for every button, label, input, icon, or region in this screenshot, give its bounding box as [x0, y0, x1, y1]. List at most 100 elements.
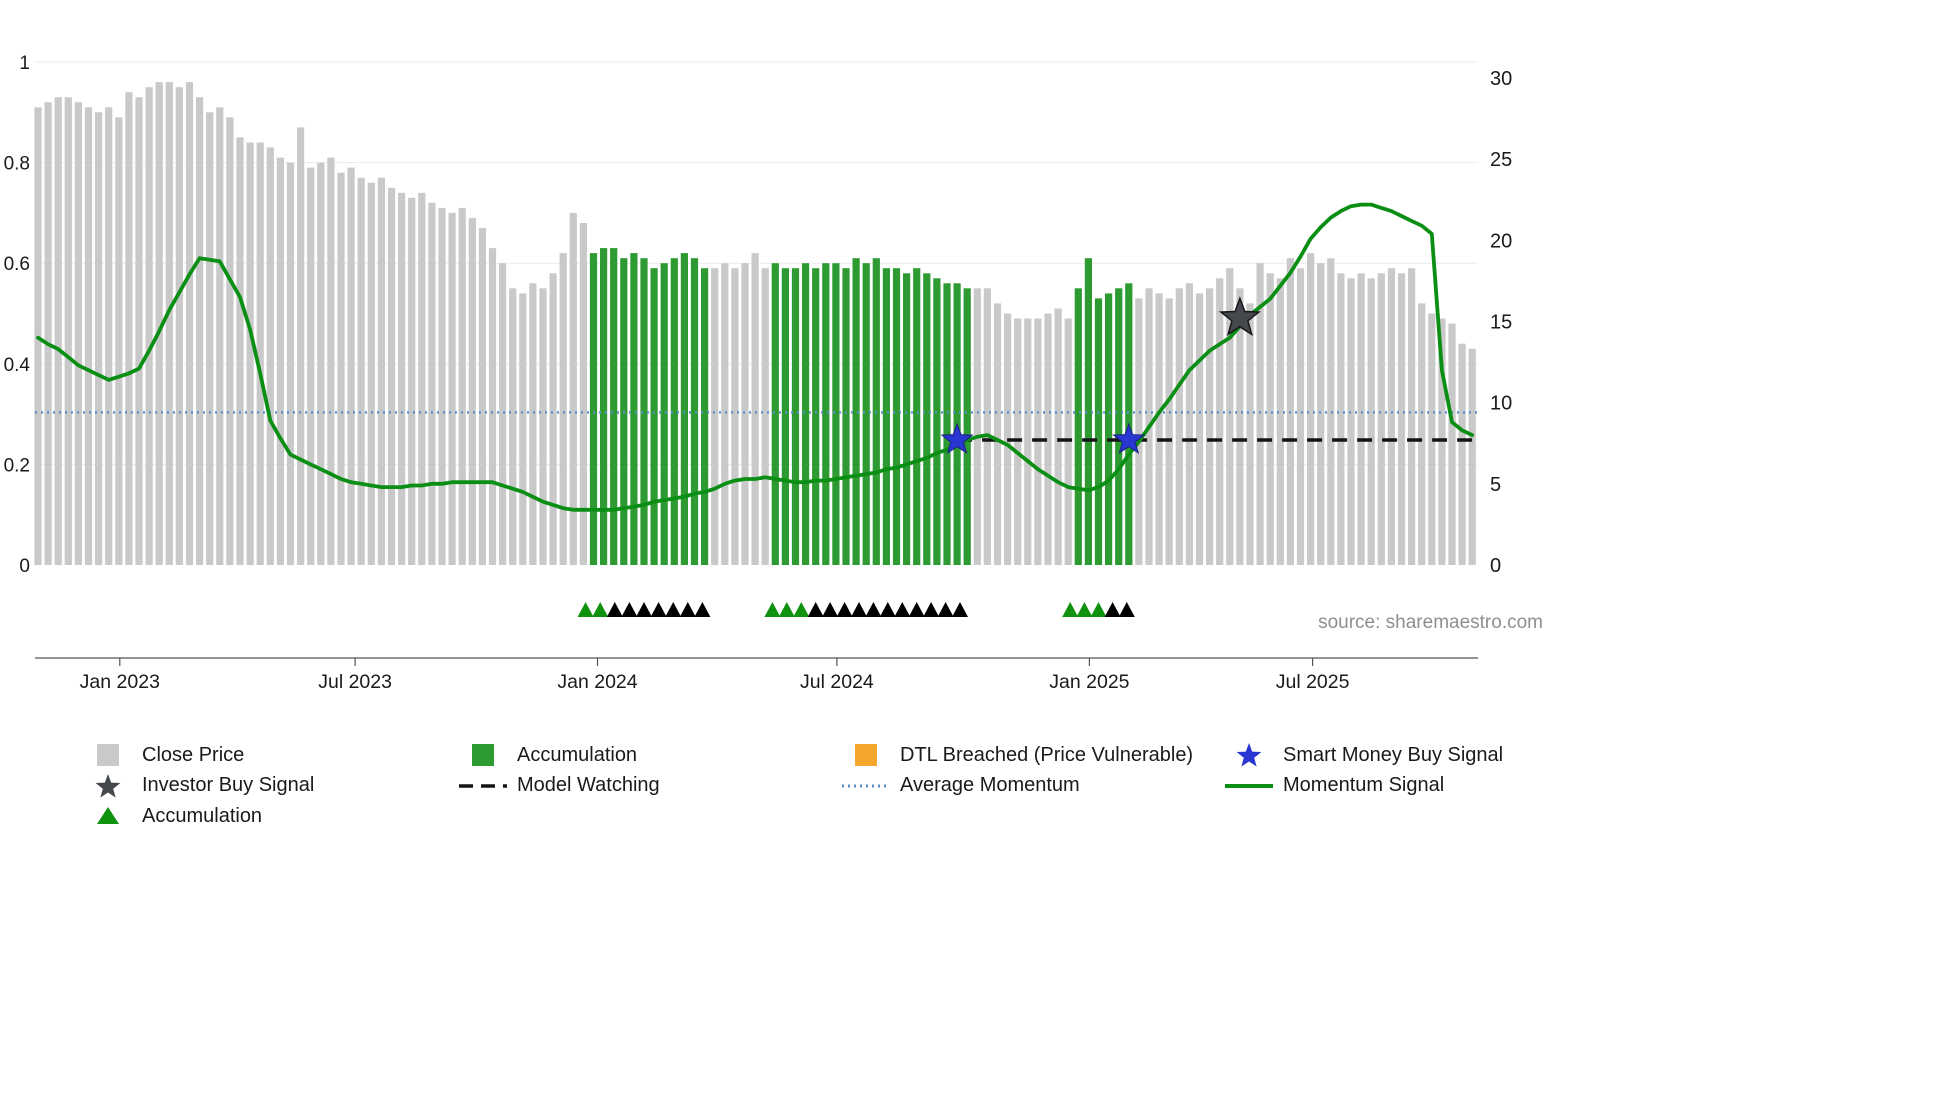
close-price-bar: [398, 192, 406, 566]
close-price-bar: [115, 117, 123, 566]
accumulation-bar: [1115, 288, 1123, 565]
close-price-bar: [1307, 253, 1315, 565]
accumulation-bar: [812, 268, 820, 565]
watch-triangle-marker: [694, 602, 711, 617]
close-price-bar: [761, 268, 769, 565]
close-price-bar: [1397, 273, 1406, 565]
close-price-bar: [1327, 258, 1335, 565]
accumulation-bar: [640, 258, 648, 565]
close-price-bar: [165, 82, 173, 565]
close-price-bar: [206, 112, 214, 566]
close-price-bar: [185, 82, 194, 565]
close-price-bar: [327, 157, 335, 565]
close-price-bar: [569, 212, 577, 565]
accumulation-bar: [842, 268, 850, 565]
close-price-bar: [84, 107, 93, 566]
close-price-bar: [721, 263, 729, 565]
close-price-bar: [1216, 278, 1224, 565]
accumulation-bar: [822, 263, 830, 565]
investor-buy-signal-star: [1218, 296, 1261, 337]
close-price-bar: [529, 283, 537, 565]
close-price-bar: [1448, 323, 1456, 565]
close-price-bar: [478, 228, 486, 565]
legend-item-label: Accumulation: [517, 743, 638, 766]
close-price-bar: [1206, 288, 1214, 565]
watch-triangle-marker: [908, 602, 925, 617]
close-price-bar: [1377, 273, 1385, 565]
close-price-bar: [559, 253, 567, 565]
close-price-bar: [438, 207, 446, 565]
close-price-bar: [1408, 268, 1416, 565]
close-price-bar: [387, 187, 396, 566]
chart-legend: Close Price Investor Buy Signal Accumulati…: [0, 742, 1560, 862]
close-price-bar: [54, 97, 62, 565]
accumulation-bar: [862, 263, 870, 565]
close-price-bar: [1165, 298, 1173, 565]
watch-triangle-marker: [937, 602, 954, 617]
accumulation-bar: [650, 268, 658, 565]
close-price-bar: [1337, 273, 1345, 565]
close-price-bar: [1347, 278, 1355, 565]
close-price-bar: [266, 147, 274, 565]
close-price-bar: [549, 273, 557, 565]
price-momentum-chart: 0 0.2 0.4 0.6 0.8 1 0 5 10 15 20 25 30 Jan 2023 Jul 20…: [4, 53, 1543, 693]
close-price-bar: [1296, 268, 1305, 565]
close-price-bar: [1246, 303, 1254, 565]
watch-triangle-marker: [636, 602, 652, 617]
close-price-bar: [155, 82, 163, 565]
legend-item-dtl-breached-price-vulnerable: DTL Breached (Price Vulnerable): [838, 742, 1193, 768]
left-axis-tick-label: 0: [19, 556, 30, 577]
legend-item-accumulation: Accumulation: [455, 742, 637, 768]
close-price-bar: [276, 157, 284, 565]
close-price-bar: [1226, 268, 1234, 565]
legend-item-close-price: Close Price: [80, 742, 244, 768]
square-legend-icon: [455, 742, 511, 768]
close-price-bar: [579, 223, 587, 565]
accumulation-bar: [852, 258, 860, 565]
watch-triangle-marker: [851, 602, 867, 617]
close-price-bar: [64, 97, 72, 565]
close-price-bar: [367, 182, 375, 565]
close-price-bar: [1236, 288, 1244, 565]
close-price-bar: [519, 293, 527, 565]
close-price-bar: [993, 303, 1002, 565]
square-legend-icon: [838, 742, 894, 768]
watch-triangle-marker: [665, 602, 682, 617]
dashes-legend-icon: [455, 773, 511, 799]
x-axis-tick-label: Jan 2024: [557, 671, 637, 693]
left-axis-tick-label: 0.8: [4, 154, 30, 175]
accumulation-bar: [610, 248, 618, 565]
close-price-bar: [499, 263, 507, 565]
close-price-bar: [337, 172, 345, 565]
close-price-bar: [1367, 278, 1375, 565]
close-price-bar: [458, 207, 466, 565]
close-price-bar: [488, 248, 497, 565]
close-price-bar: [1155, 293, 1163, 565]
accumulation-bar: [933, 278, 941, 565]
accumulation-bar: [1094, 298, 1103, 565]
close-price-bar: [509, 288, 517, 565]
left-axis-tick-label: 1: [19, 53, 30, 74]
legend-item-label: Average Momentum: [900, 774, 1080, 796]
close-price-bar: [347, 167, 355, 565]
watch-triangle-marker: [606, 602, 623, 617]
accumulation-bar: [670, 258, 678, 565]
close-price-bar: [1468, 348, 1476, 565]
accumulation-triangle-marker: [1090, 602, 1107, 617]
accumulation-bar: [630, 253, 638, 565]
close-price-bar: [307, 167, 315, 565]
star-legend-icon: [1221, 742, 1277, 768]
accumulation-bar: [943, 283, 951, 565]
close-price-bar: [377, 177, 385, 565]
close-price-bar: [983, 288, 991, 565]
momentum-signal-line: [36, 202, 1475, 512]
close-price-bar: [1428, 313, 1436, 565]
close-price-bar: [448, 212, 456, 565]
accumulation-bar: [791, 268, 800, 565]
legend-item-label: Smart Money Buy Signal: [1283, 743, 1504, 766]
close-price-bar: [1195, 293, 1204, 565]
legend-item-investor-buy-signal: Investor Buy Signal: [80, 773, 314, 799]
accumulation-bar: [903, 273, 911, 565]
legend-item-model-watching: Model Watching: [455, 773, 660, 799]
close-price-bar: [428, 202, 436, 566]
